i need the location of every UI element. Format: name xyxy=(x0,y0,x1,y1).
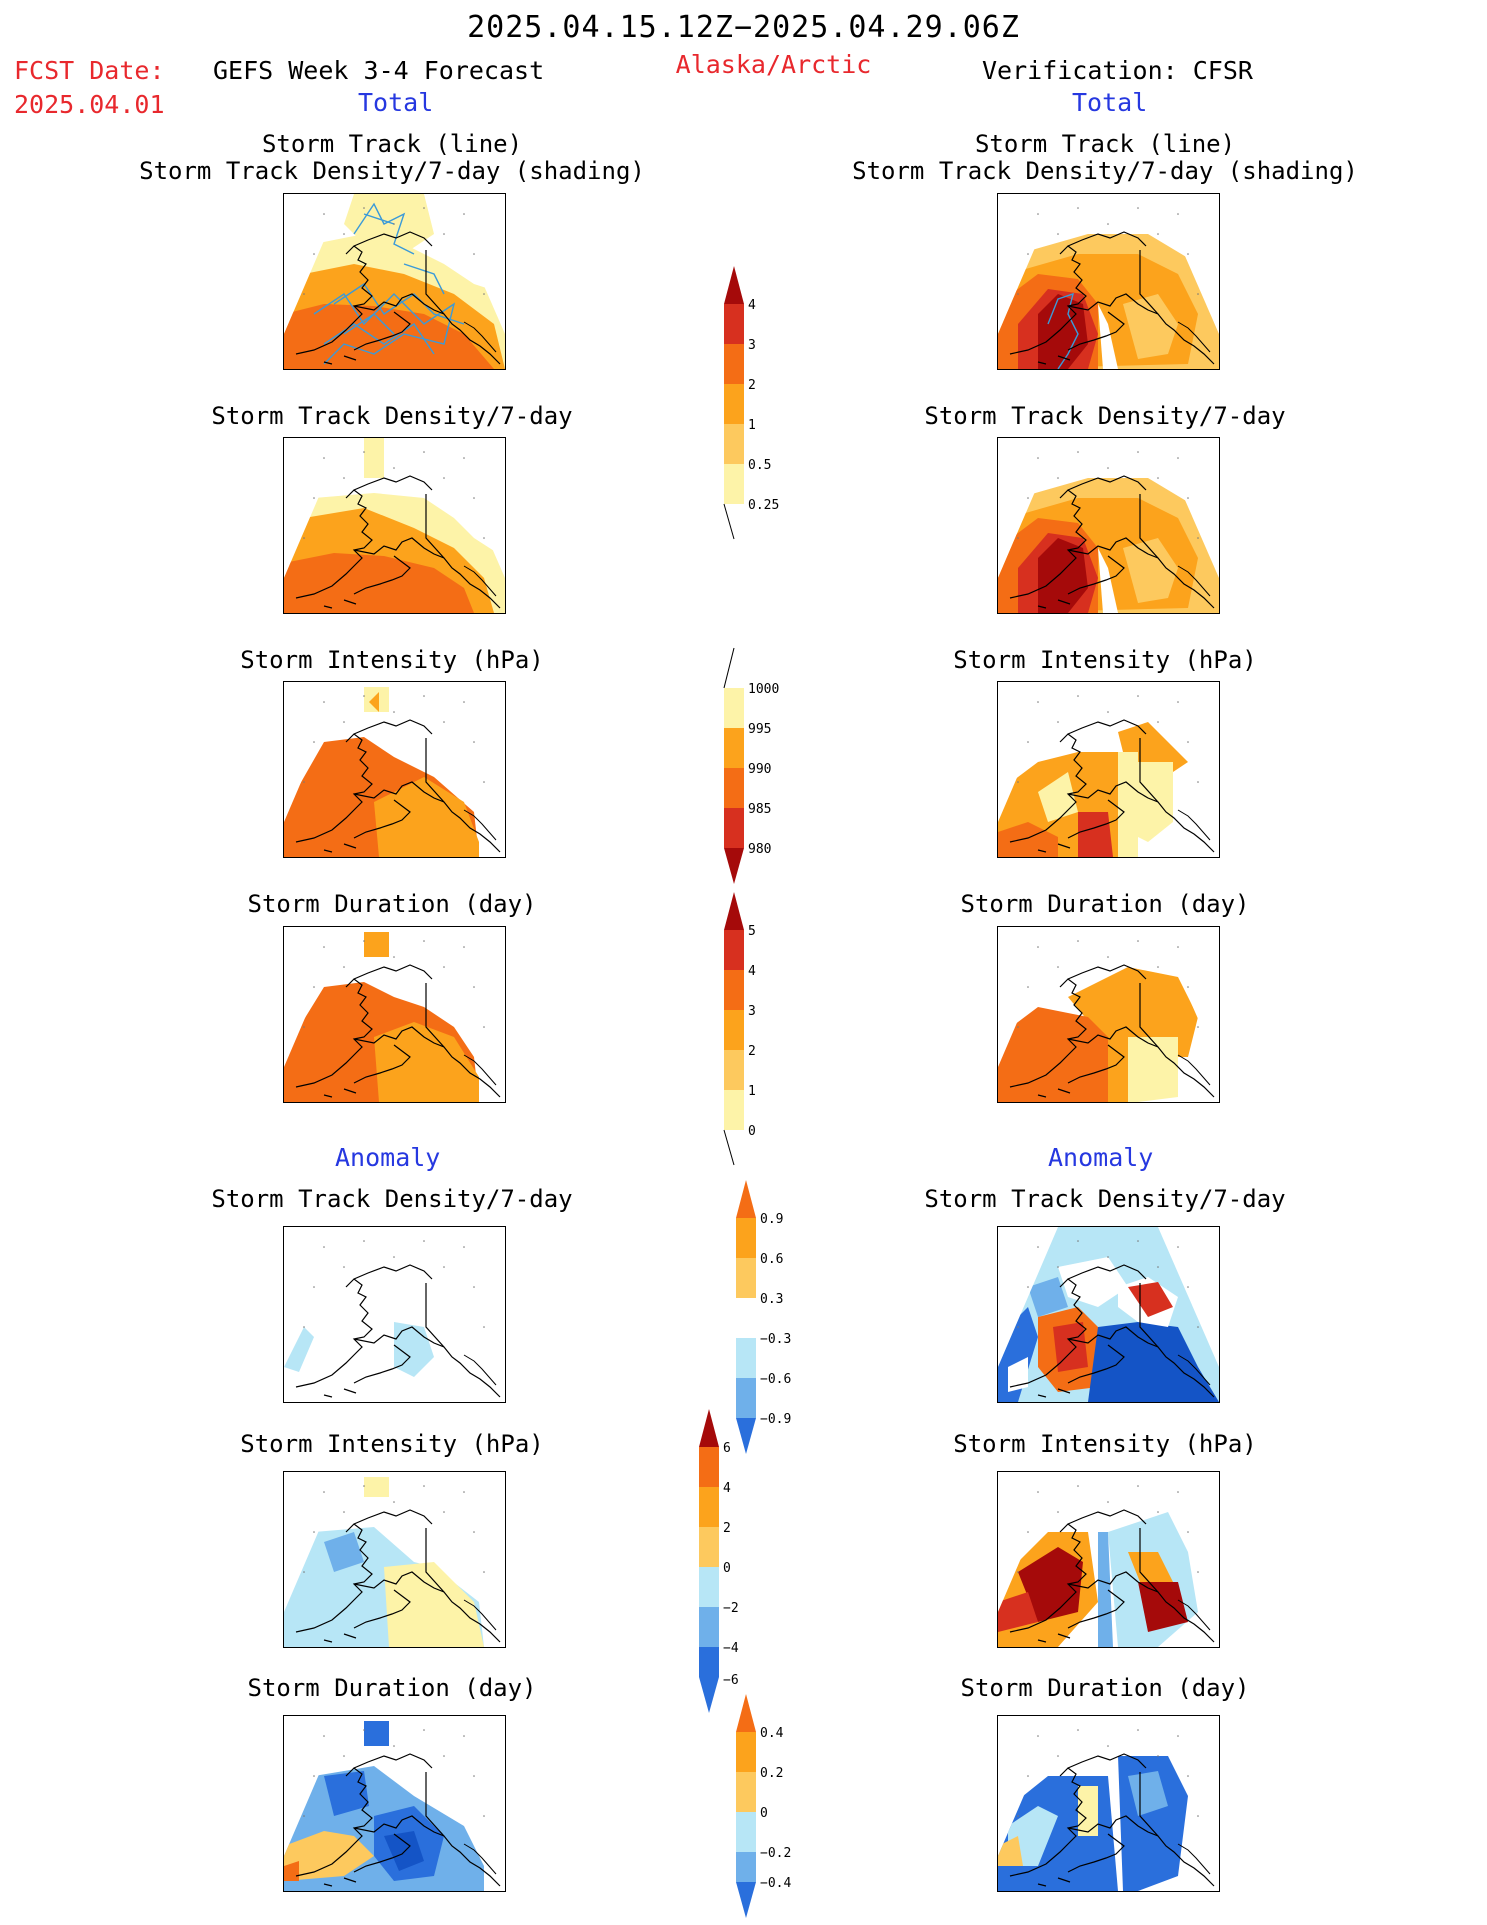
cb-int-anom-l4: −2 xyxy=(723,1601,739,1616)
map-gefs-intensity-anomaly xyxy=(283,1471,506,1648)
colorbar-density: 4 3 2 1 0.5 0.25 xyxy=(722,264,802,544)
cb-duration-l4: 1 xyxy=(748,1084,756,1099)
title-intensity-anom-left: Storm Intensity (hPa) xyxy=(240,1430,544,1458)
cb-dens-anom-l3: −0.3 xyxy=(760,1332,792,1347)
fcst-date-value: 2025.04.01 xyxy=(14,90,165,119)
cb-int-anom-l2: 2 xyxy=(723,1521,731,1536)
left-column-title: GEFS Week 3-4 Forecast xyxy=(213,56,545,85)
colorbar-density-anomaly: 0.9 0.6 0.3 −0.3 −0.6 −0.9 xyxy=(734,1178,814,1458)
map-cfsr-intensity-anomaly xyxy=(997,1471,1220,1648)
cb-intensity-l3: 985 xyxy=(748,802,772,817)
map-cfsr-track-density xyxy=(997,437,1220,614)
title-density-anom-left: Storm Track Density/7-day xyxy=(211,1185,573,1213)
cb-int-anom-l3: 0 xyxy=(723,1561,731,1576)
colorbar-duration: 5 4 3 2 1 0 xyxy=(722,890,802,1170)
region-title: Alaska/Arctic xyxy=(675,50,872,79)
cb-duration-l0: 5 xyxy=(748,924,756,939)
title-density-left: Storm Track Density/7-day xyxy=(211,402,573,430)
title-track-line-right: Storm Track (line) xyxy=(974,130,1236,158)
colorbar-intensity-anomaly: 6 4 2 0 −2 −4 −6 xyxy=(697,1407,777,1717)
map-gefs-storm-duration xyxy=(283,926,506,1103)
title-track-shading-right: Storm Track Density/7-day (shading) xyxy=(852,157,1358,185)
right-column-title: Verification: CFSR xyxy=(982,56,1253,85)
cb-int-anom-l5: −4 xyxy=(723,1641,739,1656)
cb-dens-anom-l2: 0.3 xyxy=(760,1292,784,1307)
cb-dur-anom-l3: −0.2 xyxy=(760,1846,792,1861)
map-gefs-track-density xyxy=(283,437,506,614)
title-track-shading-left: Storm Track Density/7-day (shading) xyxy=(139,157,645,185)
cb-duration-l1: 4 xyxy=(748,964,756,979)
cb-density-l1: 3 xyxy=(748,338,756,353)
cb-duration-l2: 3 xyxy=(748,1004,756,1019)
title-duration-left: Storm Duration (day) xyxy=(247,890,537,918)
cb-dens-anom-l1: 0.6 xyxy=(760,1252,784,1267)
cb-dur-anom-l2: 0 xyxy=(760,1806,768,1821)
cb-density-l2: 2 xyxy=(748,378,756,393)
cb-duration-l3: 2 xyxy=(748,1044,756,1059)
map-cfsr-storm-intensity xyxy=(997,681,1220,858)
title-intensity-right: Storm Intensity (hPa) xyxy=(953,646,1257,674)
cb-intensity-l4: 980 xyxy=(748,842,772,857)
map-gefs-density-anomaly xyxy=(283,1226,506,1403)
cb-intensity-l1: 995 xyxy=(748,722,772,737)
date-range-title: 2025.04.15.12Z−2025.04.29.06Z xyxy=(467,10,1020,45)
anomaly-left-label: Anomaly xyxy=(335,1143,441,1172)
title-density-anom-right: Storm Track Density/7-day xyxy=(924,1185,1286,1213)
anomaly-right-label: Anomaly xyxy=(1048,1143,1154,1172)
cb-dens-anom-l5: −0.9 xyxy=(760,1412,792,1427)
map-cfsr-duration-anomaly xyxy=(997,1715,1220,1892)
map-cfsr-density-anomaly xyxy=(997,1226,1220,1403)
cb-density-l3: 1 xyxy=(748,418,756,433)
cb-density-l4: 0.5 xyxy=(748,458,772,473)
title-track-line-left: Storm Track (line) xyxy=(261,130,523,158)
cb-int-anom-l1: 4 xyxy=(723,1481,731,1496)
cb-density-l0: 4 xyxy=(748,298,756,313)
title-density-right: Storm Track Density/7-day xyxy=(924,402,1286,430)
title-duration-anom-left: Storm Duration (day) xyxy=(247,1674,537,1702)
right-total-label: Total xyxy=(1072,88,1148,117)
title-intensity-anom-right: Storm Intensity (hPa) xyxy=(953,1430,1257,1458)
map-cfsr-storm-duration xyxy=(997,926,1220,1103)
colorbar-duration-anomaly: 0.4 0.2 0 −0.2 −0.4 xyxy=(734,1692,814,1922)
cb-intensity-l0: 1000 xyxy=(748,682,780,697)
map-gefs-track-density-lines xyxy=(283,193,506,370)
cb-dur-anom-l1: 0.2 xyxy=(760,1766,784,1781)
cb-duration-l5: 0 xyxy=(748,1124,756,1139)
cb-intensity-l2: 990 xyxy=(748,762,772,777)
cb-dens-anom-l0: 0.9 xyxy=(760,1212,784,1227)
title-duration-right: Storm Duration (day) xyxy=(960,890,1250,918)
map-cfsr-track-density-lines xyxy=(997,193,1220,370)
cb-dur-anom-l4: −0.4 xyxy=(760,1876,792,1891)
map-gefs-storm-intensity xyxy=(283,681,506,858)
fcst-date-label: FCST Date: xyxy=(14,56,165,85)
cb-density-l5: 0.25 xyxy=(748,498,780,513)
cb-int-anom-l6: −6 xyxy=(723,1673,739,1688)
map-gefs-duration-anomaly xyxy=(283,1715,506,1892)
cb-int-anom-l0: 6 xyxy=(723,1441,731,1456)
cb-dur-anom-l0: 0.4 xyxy=(760,1726,784,1741)
left-total-label: Total xyxy=(358,88,434,117)
title-intensity-left: Storm Intensity (hPa) xyxy=(240,646,544,674)
cb-dens-anom-l4: −0.6 xyxy=(760,1372,792,1387)
colorbar-intensity: 1000 995 990 985 980 xyxy=(722,646,802,886)
title-duration-anom-right: Storm Duration (day) xyxy=(960,1674,1250,1702)
